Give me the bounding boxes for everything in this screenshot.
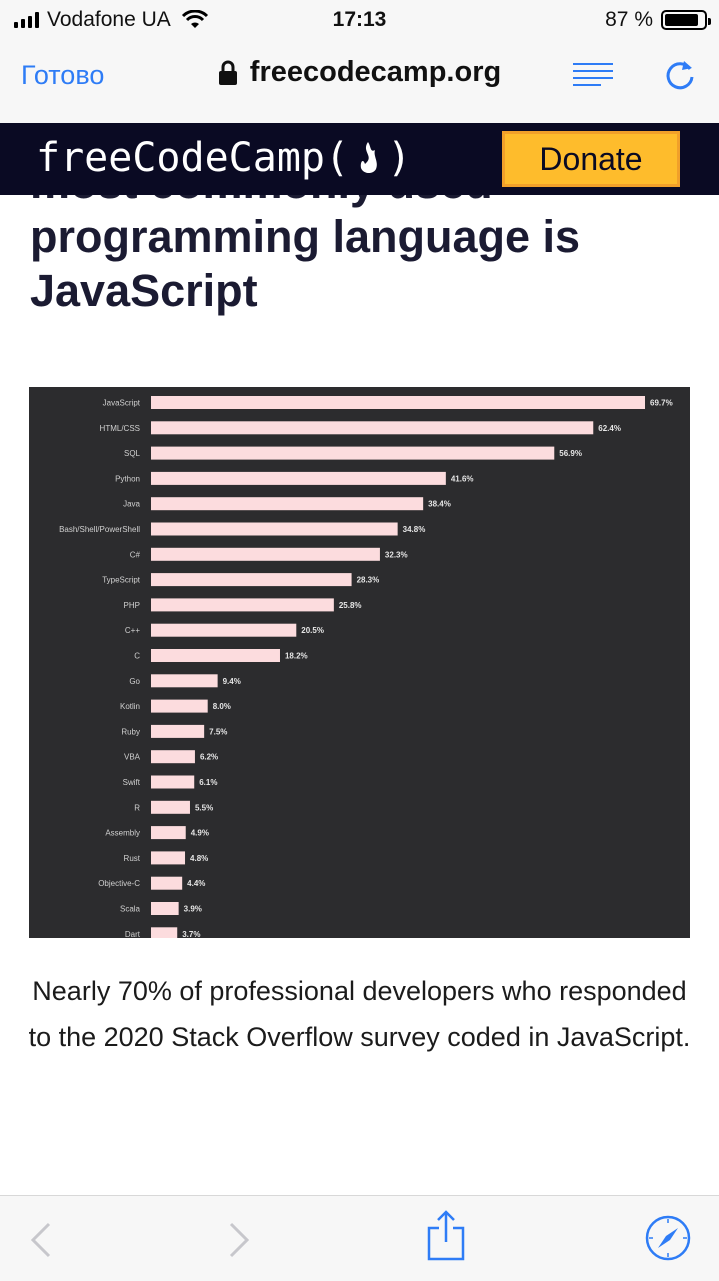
category-label: Rust <box>124 854 141 863</box>
back-icon[interactable] <box>30 1222 52 1258</box>
value-label: 18.2% <box>285 652 308 661</box>
bar <box>151 876 183 890</box>
reader-view-icon[interactable] <box>573 62 613 88</box>
category-label: JavaScript <box>103 399 141 408</box>
bar <box>151 800 190 814</box>
category-label: C <box>134 652 140 661</box>
category-label: Bash/Shell/PowerShell <box>59 525 140 534</box>
category-label: Ruby <box>121 727 140 736</box>
category-label: C# <box>130 550 141 559</box>
category-label: SQL <box>124 449 141 458</box>
category-label: C++ <box>125 626 140 635</box>
bar <box>151 775 195 789</box>
bar <box>151 573 352 587</box>
bar <box>151 927 178 938</box>
category-label: Kotlin <box>120 702 140 711</box>
category-label: R <box>134 803 140 812</box>
category-label: Dart <box>125 930 141 938</box>
bar <box>151 750 195 764</box>
bar <box>151 547 380 561</box>
wifi-icon <box>181 10 208 28</box>
bar <box>151 674 218 688</box>
donate-button[interactable]: Donate <box>502 131 680 187</box>
language-usage-chart: JavaScript 69.7% HTML/CSS 62.4% SQL 56.9% Pyth… <box>29 387 690 938</box>
battery-icon <box>661 10 711 30</box>
status-time: 17:13 <box>332 8 387 31</box>
bar <box>151 902 179 915</box>
value-label: 9.4% <box>223 677 241 686</box>
category-label: Scala <box>120 905 141 914</box>
logo-text: freeCodeCamp( <box>36 135 350 181</box>
category-label: Assembly <box>105 829 140 838</box>
bar <box>151 623 297 637</box>
bar <box>151 497 424 511</box>
value-label: 20.5% <box>301 626 324 635</box>
value-label: 32.3% <box>385 550 408 559</box>
category-label: HTML/CSS <box>100 424 140 433</box>
category-label: Java <box>123 500 140 509</box>
compass-icon[interactable] <box>645 1215 691 1261</box>
value-label: 38.4% <box>428 500 451 509</box>
bar <box>151 851 186 865</box>
value-label: 8.0% <box>213 702 231 711</box>
safari-nav-bar: Готово freecodecamp.org <box>0 40 719 123</box>
status-bar: Vodafone UA 17:13 87 % <box>0 0 719 40</box>
forward-icon[interactable] <box>228 1222 250 1258</box>
bar-chart: JavaScript 69.7% HTML/CSS 62.4% SQL 56.9% Pyth… <box>59 396 673 938</box>
bar <box>151 598 334 612</box>
done-button[interactable]: Готово <box>21 60 105 90</box>
bar <box>151 649 280 662</box>
bar <box>151 522 398 536</box>
status-left: Vodafone UA <box>14 8 209 32</box>
share-icon[interactable] <box>426 1210 466 1262</box>
value-label: 69.7% <box>650 399 673 408</box>
value-label: 7.5% <box>209 727 227 736</box>
url-text: freecodecamp.org <box>249 56 502 88</box>
category-label: Python <box>115 474 140 483</box>
value-label: 25.8% <box>339 601 362 610</box>
bar <box>151 421 594 435</box>
category-label: Swift <box>123 778 141 787</box>
bar <box>151 724 205 738</box>
signal-icon <box>14 12 39 28</box>
value-label: 34.8% <box>403 525 426 534</box>
value-label: 62.4% <box>598 424 621 433</box>
flame-icon <box>360 142 377 174</box>
reload-icon[interactable] <box>664 57 696 91</box>
value-label: 5.5% <box>195 803 213 812</box>
bar <box>151 826 186 840</box>
value-label: 3.7% <box>182 930 200 938</box>
category-label: Go <box>129 677 140 686</box>
category-label: Objective-C <box>98 879 140 888</box>
value-label: 4.4% <box>187 879 205 888</box>
value-label: 4.8% <box>190 854 208 863</box>
value-label: 4.9% <box>191 829 209 838</box>
safari-toolbar <box>0 1195 719 1281</box>
lock-icon <box>218 60 237 85</box>
site-header: freeCodeCamp( ) Donate <box>0 123 719 195</box>
bar <box>151 446 555 460</box>
value-label: 6.2% <box>200 753 218 762</box>
battery-fill <box>665 14 699 26</box>
logo-text-close: ) <box>387 135 412 181</box>
value-label: 28.3% <box>357 576 380 585</box>
value-label: 56.9% <box>559 449 582 458</box>
bar <box>151 699 208 713</box>
bar <box>151 471 446 485</box>
status-right: 87 % <box>605 8 711 32</box>
battery-percent: 87 % <box>605 8 653 31</box>
chart-caption: Nearly 70% of professional developers wh… <box>28 976 691 1052</box>
value-label: 6.1% <box>199 778 217 787</box>
carrier-name: Vodafone UA <box>47 8 171 31</box>
category-label: VBA <box>124 753 141 762</box>
value-label: 3.9% <box>184 905 202 914</box>
value-label: 41.6% <box>451 474 474 483</box>
bar <box>151 396 645 409</box>
site-logo[interactable]: freeCodeCamp( ) <box>36 135 411 181</box>
category-label: TypeScript <box>102 576 141 585</box>
category-label: PHP <box>124 601 140 610</box>
address-bar[interactable]: freecodecamp.org <box>0 56 719 89</box>
